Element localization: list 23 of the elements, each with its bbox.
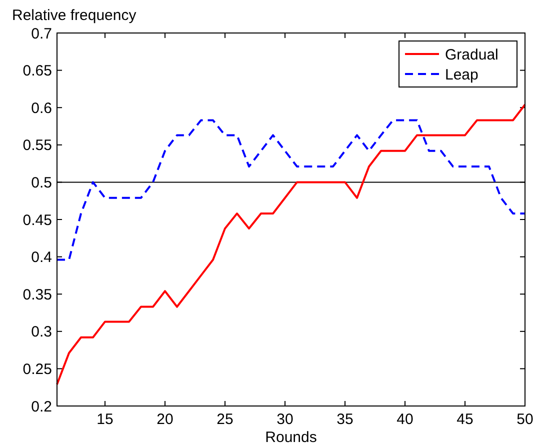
legend-label: Leap [445, 66, 478, 84]
y-tick-label: 0.25 [22, 360, 52, 378]
x-tick-label: 25 [216, 411, 234, 428]
y-tick-label: 0.65 [22, 62, 52, 80]
y-tick-label: 0.45 [22, 212, 52, 229]
x-tick-label: 40 [396, 411, 414, 428]
x-tick-label: 45 [456, 411, 474, 428]
y-tick-label: 0.55 [22, 137, 52, 154]
y-tick-label: 0.4 [31, 249, 52, 266]
x-axis-title: Rounds [265, 429, 317, 446]
y-tick-label: 0.7 [31, 25, 52, 42]
x-tick-label: 30 [276, 411, 294, 428]
y-tick-label: 0.5 [31, 174, 52, 192]
x-tick-label: 20 [156, 411, 174, 428]
x-tick-label: 15 [96, 411, 114, 428]
x-tick-label: 35 [336, 411, 354, 428]
x-tick-label: 50 [516, 411, 534, 428]
y-tick-label: 0.3 [31, 324, 52, 341]
y-tick-label: 0.6 [31, 100, 52, 117]
legend-label: Gradual [445, 46, 498, 64]
y-tick-label: 0.2 [31, 398, 52, 416]
y-axis-title: Relative frequency [12, 7, 137, 24]
y-tick-label: 0.35 [22, 286, 52, 304]
